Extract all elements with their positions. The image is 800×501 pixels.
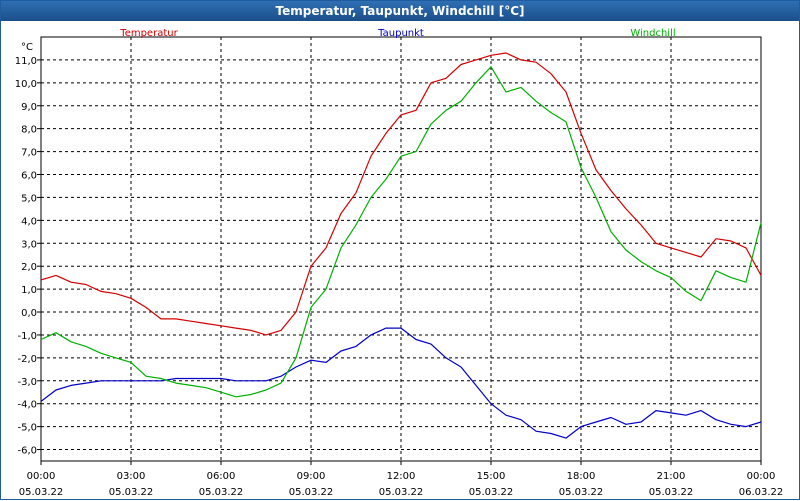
y-tick-label: 1,0 bbox=[21, 285, 37, 296]
window-title: Temperatur, Taupunkt, Windchill [°C] bbox=[1, 1, 799, 21]
x-tick-date: 05.03.22 bbox=[559, 487, 604, 498]
y-tick-label: -3,0 bbox=[17, 377, 37, 388]
y-tick-label: 5,0 bbox=[21, 193, 37, 204]
x-tick-time: 15:00 bbox=[477, 471, 506, 482]
x-tick-time: 00:00 bbox=[27, 471, 56, 482]
y-tick-label: 7,0 bbox=[21, 148, 37, 159]
y-tick-label: -6,0 bbox=[17, 446, 37, 457]
series-line-taupunkt bbox=[40, 327, 762, 439]
legend-temperatur: Temperatur bbox=[119, 28, 178, 39]
y-tick-label: -1,0 bbox=[17, 331, 37, 342]
y-tick-label: -4,0 bbox=[17, 400, 37, 411]
x-tick-date: 05.03.22 bbox=[109, 487, 154, 498]
y-tick-label: 6,0 bbox=[21, 171, 37, 182]
plot-border bbox=[40, 36, 762, 462]
x-tick-date: 05.03.22 bbox=[199, 487, 244, 498]
x-tick-time: 00:00 bbox=[747, 471, 776, 482]
x-tick-date: 05.03.22 bbox=[289, 487, 334, 498]
y-tick-label: 9,0 bbox=[21, 102, 37, 113]
x-tick-time: 21:00 bbox=[657, 471, 686, 482]
x-tick-date: 05.03.22 bbox=[19, 487, 64, 498]
legend-windchill: Windchill bbox=[630, 28, 675, 39]
series-line-temperatur bbox=[40, 52, 762, 336]
x-tick-time: 12:00 bbox=[387, 471, 416, 482]
x-tick-date: 05.03.22 bbox=[649, 487, 694, 498]
y-tick-label: 2,0 bbox=[21, 262, 37, 273]
x-tick-time: 06:00 bbox=[207, 471, 236, 482]
legend-taupunkt: Taupunkt bbox=[377, 28, 424, 39]
x-tick-time: 18:00 bbox=[567, 471, 596, 482]
y-tick-label: 10,0 bbox=[15, 79, 37, 90]
y-axis-unit: °C bbox=[21, 42, 33, 53]
y-tick-label: 11,0 bbox=[15, 56, 37, 67]
y-tick-label: 0,0 bbox=[21, 308, 37, 319]
y-tick-label: 8,0 bbox=[21, 125, 37, 136]
y-tick-label: 3,0 bbox=[21, 239, 37, 250]
y-tick-label: -2,0 bbox=[17, 354, 37, 365]
x-tick-date: 05.03.22 bbox=[469, 487, 514, 498]
x-tick-date: 05.03.22 bbox=[379, 487, 424, 498]
series-line-windchill bbox=[40, 66, 762, 398]
y-tick-label: 4,0 bbox=[21, 216, 37, 227]
x-tick-time: 09:00 bbox=[297, 471, 326, 482]
x-tick-time: 03:00 bbox=[117, 471, 146, 482]
y-tick-label: -5,0 bbox=[17, 423, 37, 434]
x-tick-date: 06.03.22 bbox=[739, 487, 784, 498]
